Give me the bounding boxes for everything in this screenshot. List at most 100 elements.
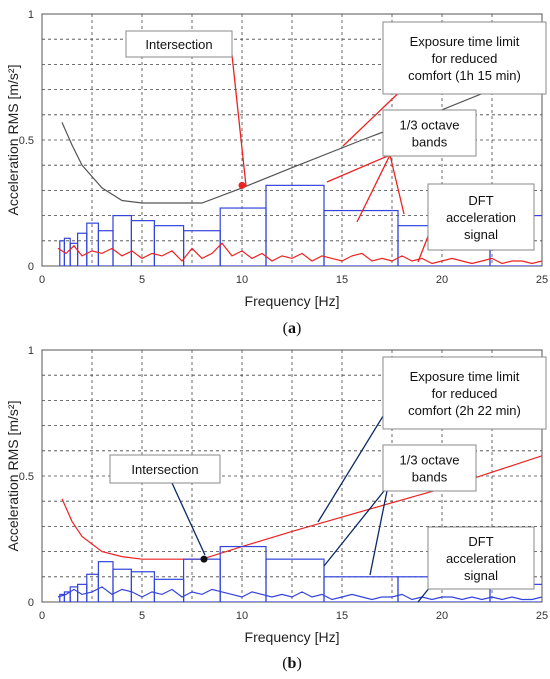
annotation-leader-line — [356, 154, 391, 223]
series-line-2 — [57, 242, 542, 265]
annotation-label: Intersection — [145, 37, 212, 52]
panel-label-paren: ) — [296, 320, 301, 337]
x-tick-label: 10 — [236, 274, 248, 286]
annotation-label-line: Intersection — [145, 37, 212, 52]
chart-panel-b: 0 5 10 15 20 25 0 0.5 1 Frequency [Hz] Acceleratio… — [5, 345, 548, 672]
annotation-leader-line — [323, 485, 389, 567]
y-tick-label: 1 — [28, 345, 34, 357]
annotation-box — [382, 109, 477, 157]
x-tick-label: 0 — [39, 274, 45, 286]
octave-band-bar — [97, 561, 114, 602]
annotation-2: 1/3 octave bands — [323, 444, 477, 576]
y-tick-label: 1 — [28, 9, 34, 21]
octave-band-bar — [86, 573, 100, 602]
annotation-label: Intersection — [131, 462, 198, 477]
octave-band-bar — [130, 220, 155, 266]
annotation-label-line: bands — [412, 470, 448, 485]
x-tick-label: 25 — [536, 610, 548, 622]
annotation-label-line: comfort (1h 15 min) — [408, 68, 521, 83]
annotation-label-line: signal — [464, 227, 498, 242]
x-tick-label: 15 — [336, 274, 348, 286]
panel-label-letter: a — [288, 320, 296, 337]
annotation-box — [382, 21, 547, 95]
chart-panel-a: 0 5 10 15 20 25 0 0.5 1 Frequency [Hz] Acceleratio… — [5, 9, 548, 337]
octave-band-bar — [183, 230, 221, 266]
annotation-leader-line — [389, 154, 405, 215]
x-tick-label: 25 — [536, 274, 548, 286]
octave-band-bar — [130, 571, 155, 602]
octave-band-bar — [76, 232, 88, 266]
y-tick-label: 0.5 — [19, 471, 34, 483]
y-axis-label: Acceleration RMS [m/s²] — [5, 401, 21, 552]
x-tick-label: 15 — [336, 610, 348, 622]
annotation-3: DFT acceleration signal — [417, 526, 535, 603]
annotation-label: DFT acceleration signal — [446, 193, 516, 242]
annotation-label-line: Exposure time limit — [410, 369, 520, 384]
panel-label-letter: b — [288, 655, 297, 672]
octave-band-bar — [112, 568, 132, 602]
x-tick-label: 0 — [39, 610, 45, 622]
annotation-label-line: acceleration — [446, 551, 516, 566]
annotation-0: Intersection — [109, 454, 221, 556]
x-tick-label: 5 — [139, 274, 145, 286]
octave-band-bar — [219, 207, 267, 266]
panel-label: (a) — [283, 320, 302, 337]
annotation-label-line: signal — [464, 568, 498, 583]
intersection-marker — [200, 555, 208, 563]
annotation-label: Exposure time limit for reduced comfort (1… — [408, 34, 521, 83]
panel-label: (b) — [282, 655, 302, 672]
y-tick-label: 0 — [28, 597, 34, 609]
series-line-2 — [57, 586, 542, 601]
y-tick-label: 0 — [28, 261, 34, 273]
x-tick-label: 20 — [436, 610, 448, 622]
annotation-label: DFT acceleration signal — [446, 534, 516, 583]
annotation-1: Exposure time limit for reduced comfort (1… — [342, 21, 547, 147]
annotation-label-line: DFT — [468, 534, 493, 549]
annotation-leader-line — [369, 485, 389, 576]
annotation-label-line: DFT — [468, 193, 493, 208]
annotation-box — [382, 356, 547, 430]
annotation-leader-line — [171, 482, 206, 556]
x-tick-label: 10 — [236, 610, 248, 622]
panel-label-paren: ) — [296, 655, 301, 672]
annotation-1: Exposure time limit for reduced comfort (2… — [317, 356, 547, 523]
annotation-2: 1/3 octave bands — [326, 109, 477, 223]
annotation-label-line: 1/3 octave — [400, 453, 460, 468]
annotation-label-line: Intersection — [131, 462, 198, 477]
annotation-box — [125, 30, 233, 58]
annotation-label: Exposure time limit for reduced comfort (2… — [408, 369, 521, 418]
annotation-leader-line — [317, 407, 389, 523]
annotation-box — [109, 454, 221, 484]
y-axis-label: Acceleration RMS [m/s²] — [5, 65, 21, 216]
annotation-box — [382, 444, 477, 492]
series-line-0 — [61, 68, 542, 204]
panel-label-paren: ( — [283, 320, 288, 337]
annotation-label-line: bands — [412, 135, 448, 150]
x-tick-label: 20 — [436, 274, 448, 286]
annotation-leader-line — [326, 154, 391, 183]
octave-band-bar — [86, 222, 100, 266]
annotation-3: DFT acceleration signal — [417, 183, 535, 263]
annotation-label-line: Exposure time limit — [410, 34, 520, 49]
octave-band-bar — [323, 209, 399, 266]
intersection-marker — [238, 181, 246, 189]
annotation-label-line: comfort (2h 22 min) — [408, 403, 521, 418]
octave-band-bar — [153, 225, 185, 266]
y-tick-label: 0.5 — [19, 135, 34, 147]
octave-band-bar — [489, 583, 542, 602]
annotation-label-line: 1/3 octave — [400, 118, 460, 133]
annotation-label-line: for reduced — [432, 386, 498, 401]
annotation-box — [427, 183, 535, 251]
annotation-label-line: for reduced — [432, 51, 498, 66]
annotation-box — [427, 526, 535, 590]
series-line-0 — [61, 455, 542, 560]
x-axis-label: Frequency [Hz] — [245, 293, 340, 309]
series-group — [57, 455, 542, 602]
annotation-label: 1/3 octave bands — [400, 453, 460, 485]
octave-band-bar — [183, 558, 221, 602]
annotation-label: 1/3 octave bands — [400, 118, 460, 150]
octave-band-bar — [59, 240, 65, 266]
x-tick-label: 5 — [139, 610, 145, 622]
annotation-leader-line — [231, 54, 247, 187]
